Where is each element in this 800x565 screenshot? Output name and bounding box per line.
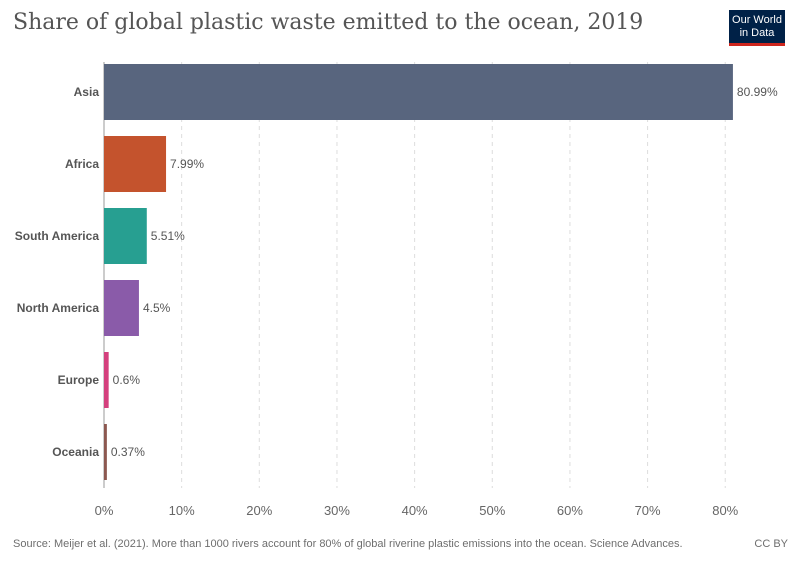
- x-tick-label: 10%: [169, 503, 195, 518]
- value-label: 7.99%: [170, 157, 204, 171]
- x-tick-label: 60%: [557, 503, 583, 518]
- x-tick-label: 20%: [246, 503, 272, 518]
- x-tick-label: 30%: [324, 503, 350, 518]
- x-tick-label: 40%: [402, 503, 428, 518]
- x-tick-label: 0%: [95, 503, 114, 518]
- bar: [104, 208, 147, 264]
- bar-chart: 0% 10% 20% 30% 40% 50% 60% 70% 80% Asia 80.99% Afri…: [15, 62, 778, 518]
- bar: [104, 136, 167, 192]
- bar: [104, 280, 139, 336]
- owid-logo[interactable]: Our World in Data: [729, 10, 785, 46]
- bar: [104, 64, 733, 120]
- category-label: South America: [15, 229, 100, 243]
- license-link[interactable]: CC BY: [754, 538, 788, 550]
- chart-footer: Source: Meijer et al. (2021). More than …: [13, 538, 788, 550]
- bar: [104, 424, 107, 480]
- value-label: 0.6%: [113, 373, 141, 387]
- x-tick-label: 80%: [712, 503, 738, 518]
- value-label: 0.37%: [111, 445, 145, 459]
- value-label: 4.5%: [143, 301, 171, 315]
- bar: [104, 352, 109, 408]
- value-label: 80.99%: [737, 85, 778, 99]
- x-tick-label: 70%: [635, 503, 661, 518]
- logo-line-1: Our World: [732, 14, 782, 26]
- x-tick-label: 50%: [479, 503, 505, 518]
- category-label: Africa: [65, 157, 99, 171]
- source-note: Source: Meijer et al. (2021). More than …: [13, 538, 683, 550]
- category-label: North America: [17, 301, 100, 315]
- value-label: 5.51%: [151, 229, 185, 243]
- category-label: Oceania: [52, 445, 99, 459]
- category-label: Europe: [58, 373, 100, 387]
- category-label: Asia: [74, 85, 100, 99]
- chart-title: Share of global plastic waste emitted to…: [13, 10, 644, 35]
- logo-line-2: in Data: [739, 27, 775, 39]
